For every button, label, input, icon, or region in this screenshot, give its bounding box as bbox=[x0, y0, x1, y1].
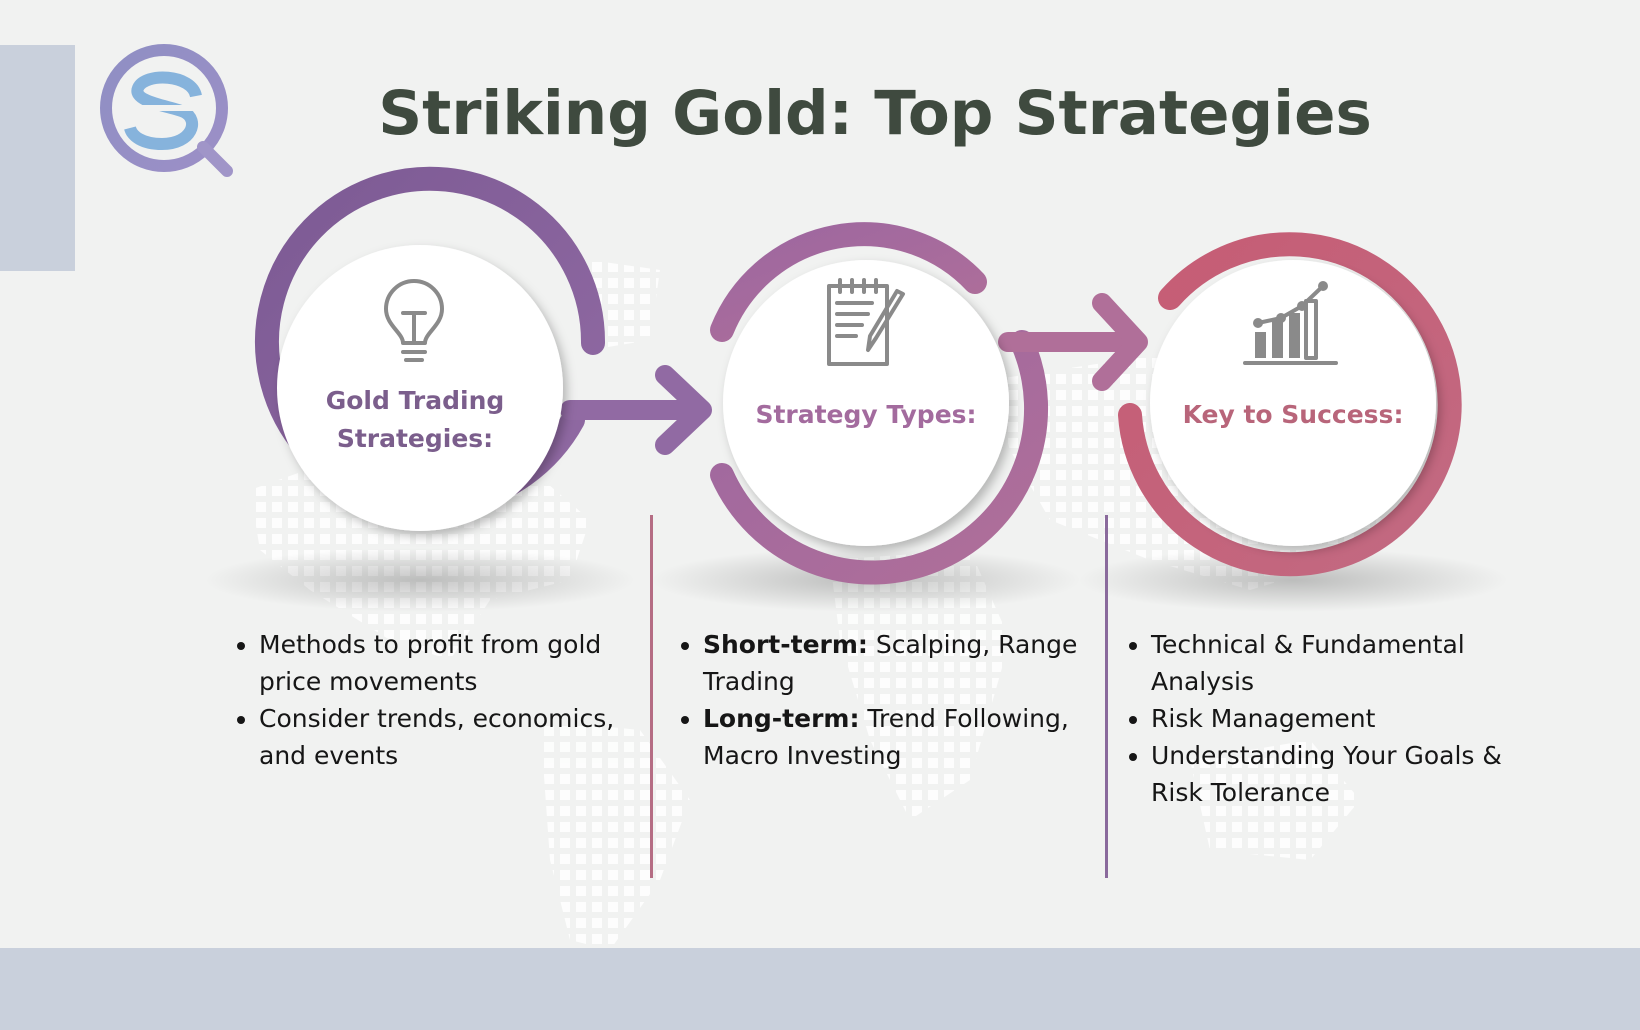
step-2-label: Strategy Types: bbox=[746, 396, 986, 434]
step-3-label: Key to Success: bbox=[1173, 396, 1413, 434]
step-1-bullets: Methods to profit from gold price moveme… bbox=[231, 626, 669, 774]
ground-shadow-3 bbox=[1078, 548, 1508, 612]
step-circle-3 bbox=[1150, 260, 1436, 546]
list-item: Short-term: Scalping, Range Trading bbox=[703, 626, 1123, 700]
step-2-bullets: Short-term: Scalping, Range Trading Long… bbox=[675, 626, 1123, 774]
list-item: Risk Management bbox=[1151, 700, 1551, 737]
ring-2 bbox=[710, 222, 1048, 585]
list-item: Understanding Your Goals & Risk Toleranc… bbox=[1151, 737, 1551, 811]
lightbulb-icon bbox=[384, 279, 444, 362]
step-2-label-line1: Strategy Types: bbox=[755, 400, 977, 429]
ring-3 bbox=[1118, 232, 1462, 577]
list-item: Long-term: Trend Following, Macro Invest… bbox=[703, 700, 1123, 774]
step-1-label-line1: Gold Trading bbox=[325, 386, 505, 415]
divider-1 bbox=[650, 515, 653, 878]
process-diagram bbox=[205, 166, 1508, 612]
divider-2 bbox=[1105, 515, 1108, 878]
step-3-bullets: Technical & Fundamental Analysis Risk Ma… bbox=[1123, 626, 1551, 811]
ground-shadow-1 bbox=[205, 548, 635, 612]
arrow-2 bbox=[998, 293, 1148, 391]
step-1-label: Gold Trading Strategies: bbox=[300, 382, 530, 458]
step-1-label-line2: Strategies: bbox=[336, 424, 494, 453]
growth-chart-icon bbox=[1243, 281, 1338, 365]
magnifier-s-logo bbox=[100, 44, 233, 177]
notepad-pencil-icon bbox=[827, 278, 905, 366]
list-item: Technical & Fundamental Analysis bbox=[1151, 626, 1551, 700]
step-3-label-line1: Key to Success: bbox=[1182, 400, 1404, 429]
footer-bar bbox=[0, 948, 1640, 1030]
step-circle-2 bbox=[723, 260, 1009, 546]
step-circle-1 bbox=[277, 245, 563, 531]
left-accent-panel bbox=[0, 45, 75, 271]
list-item: Methods to profit from gold price moveme… bbox=[259, 626, 669, 700]
page-title: Striking Gold: Top Strategies bbox=[378, 78, 1372, 149]
list-item: Consider trends, economics, and events bbox=[259, 700, 669, 774]
arrow-1 bbox=[560, 365, 712, 455]
